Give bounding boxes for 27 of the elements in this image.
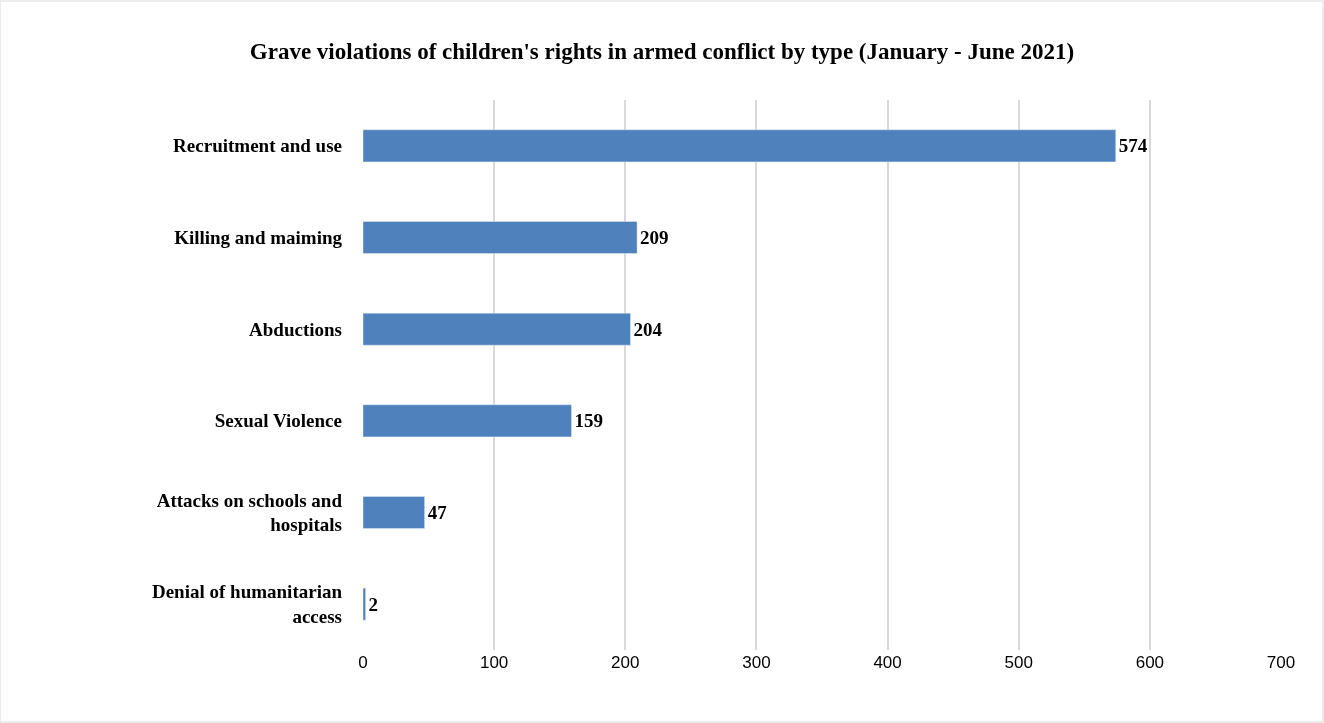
data-label: 2 (368, 593, 379, 615)
y-tick-label: Sexual Violence (214, 410, 342, 432)
data-label: 209 (640, 227, 669, 248)
x-tick-label: 600 (1135, 653, 1165, 672)
bar (363, 404, 572, 438)
y-tick-label: Recruitment and use (173, 135, 342, 157)
x-tick-label: 200 (611, 653, 640, 672)
data-label: 204 (633, 318, 663, 340)
data-label: 574 (1118, 135, 1148, 157)
bar (363, 221, 638, 254)
x-tick-label: 0 (358, 653, 368, 672)
chart-title: Grave violations of children's rights in armed conflict by type (January - June 2021) (249, 39, 1075, 65)
x-tick-label: 400 (873, 653, 902, 672)
x-tick-label: 700 (1266, 653, 1296, 672)
data-label: 47 (427, 502, 448, 523)
y-tick-label: Killing and maiming (174, 227, 343, 249)
bar (363, 129, 1117, 163)
y-tick-label: Abductions (249, 318, 342, 340)
bar (363, 312, 631, 346)
y-tick-label: Attacks on schools and hospitals (156, 489, 343, 536)
bar (363, 587, 366, 621)
x-tick-label: 100 (479, 653, 509, 672)
y-tick-label: Denial of humanitarian access (151, 581, 343, 628)
data-label: 159 (574, 410, 604, 432)
x-tick-label: 300 (742, 653, 771, 672)
bar (363, 496, 425, 529)
x-tick-label: 500 (1004, 653, 1033, 672)
